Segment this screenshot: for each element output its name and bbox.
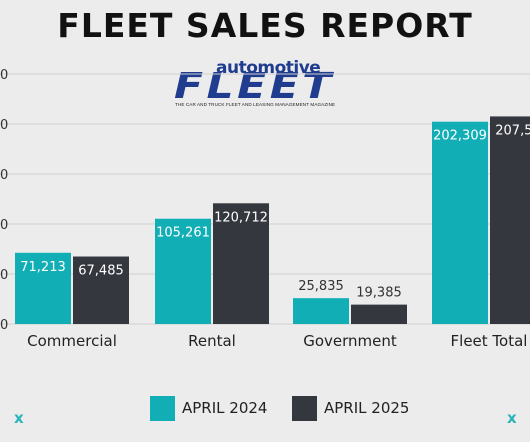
category-labels: Commercial Rental Government Fleet Total bbox=[27, 332, 527, 350]
bar bbox=[490, 116, 530, 324]
bar bbox=[155, 218, 211, 324]
bar-value-label: 207,58 bbox=[495, 123, 530, 138]
bar bbox=[15, 252, 71, 324]
logo-tagline: THE CAR AND TRUCK FLEET AND LEASING MANA… bbox=[175, 102, 336, 107]
bar-value-label: 120,712 bbox=[214, 210, 268, 225]
y-tick-label: 0 bbox=[0, 118, 8, 133]
y-tick-label: 0 bbox=[0, 218, 8, 233]
y-axis-ticks: 0 0 0 0 0 0 bbox=[0, 68, 8, 333]
category-label: Fleet Total bbox=[451, 332, 528, 350]
bar-value-labels: 71,213 67,485 105,261 120,712 25,835 19,385 20… bbox=[20, 123, 530, 300]
bar bbox=[213, 203, 269, 324]
x-mark-icon: x bbox=[507, 409, 517, 427]
legend-label-april-2024: APRIL 2024 bbox=[182, 399, 268, 417]
y-tick-label: 0 bbox=[0, 68, 8, 83]
legend-swatch-april-2025 bbox=[292, 396, 317, 421]
x-mark-icon: x bbox=[14, 409, 24, 427]
bar bbox=[351, 304, 407, 324]
category-label: Government bbox=[303, 332, 397, 350]
legend-swatch-april-2024 bbox=[150, 396, 175, 421]
y-tick-label: 0 bbox=[0, 168, 8, 183]
legend-label-april-2025: APRIL 2025 bbox=[324, 399, 410, 417]
bar bbox=[73, 256, 129, 324]
logo-top-word: automotive bbox=[216, 58, 321, 78]
bar-value-label: 71,213 bbox=[20, 260, 66, 275]
bar-value-label: 19,385 bbox=[356, 286, 402, 301]
bar-value-label: 67,485 bbox=[78, 264, 124, 279]
bar-value-label: 105,261 bbox=[156, 226, 210, 241]
y-tick-label: 0 bbox=[0, 318, 8, 333]
chart-bars bbox=[15, 116, 530, 324]
bar bbox=[293, 298, 349, 324]
bar-value-label: 202,309 bbox=[433, 129, 487, 144]
y-tick-label: 0 bbox=[0, 268, 8, 283]
category-label: Rental bbox=[188, 332, 236, 350]
page-title: FLEET SALES REPORT bbox=[57, 6, 473, 45]
bar bbox=[432, 121, 488, 324]
bar-value-label: 25,835 bbox=[298, 279, 344, 294]
category-label: Commercial bbox=[27, 332, 117, 350]
